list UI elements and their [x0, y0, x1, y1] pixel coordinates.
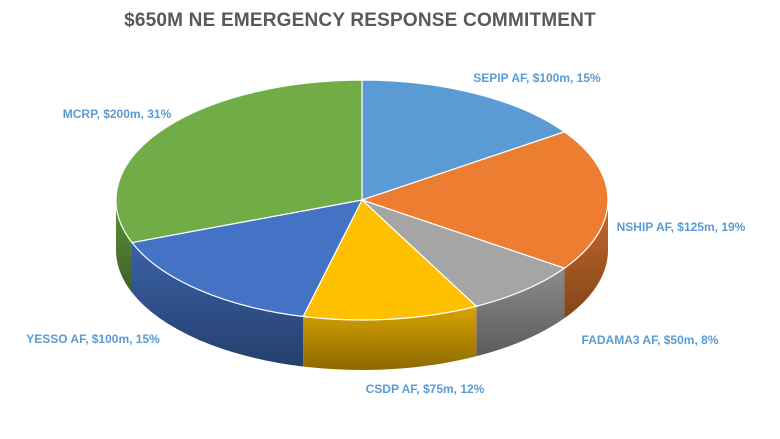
pie-slice-csdp-af: [302, 199, 478, 321]
pie-side-fadama3-af: [476, 268, 565, 357]
pie-side-walls: [116, 200, 608, 371]
pie-slice-nship-af: [360, 131, 609, 269]
pie-slice-yesso-af: [130, 199, 364, 318]
pie-top: [115, 79, 609, 321]
pie-side-csdp-af: [303, 306, 477, 371]
data-label-yesso-af: YESSO AF, $100m, 15%: [26, 332, 160, 346]
data-label-sepip-af: SEPIP AF, $100m, 15%: [473, 71, 601, 85]
pie-slice-fadama3-af: [361, 199, 566, 307]
chart-title: $650M NE EMERGENCY RESPONSE COMMITMENT: [124, 10, 596, 31]
data-labels: SEPIP AF, $100m, 15% NSHIP AF, $125m, 19%…: [26, 71, 746, 396]
data-label-csdp-af: CSDP AF, $75m, 12%: [366, 382, 485, 396]
pie-side-yesso-af: [131, 242, 304, 367]
pie-slice-sepip-af: [361, 79, 566, 201]
data-label-mcrp: MCRP, $200m, 31%: [63, 107, 172, 121]
pie-slice-mcrp: [115, 79, 363, 244]
data-label-fadama3-af: FADAMA3 AF, $50m, 8%: [582, 333, 719, 347]
pie-side-nship-af: [564, 200, 608, 319]
data-label-nship-af: NSHIP AF, $125m, 19%: [617, 220, 746, 234]
